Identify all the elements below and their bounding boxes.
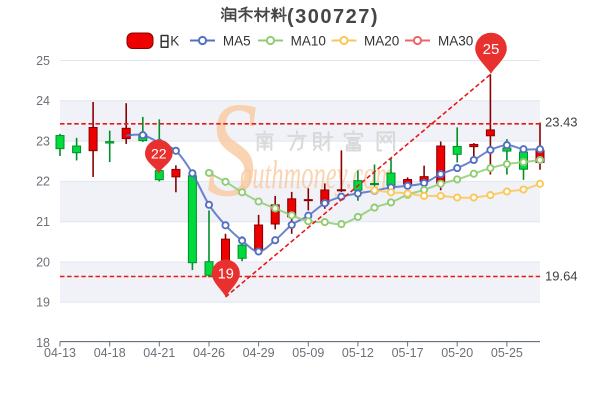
svg-text:19.64: 19.64 bbox=[545, 269, 578, 284]
svg-text:25: 25 bbox=[483, 41, 500, 58]
svg-text:MA5: MA5 bbox=[223, 34, 251, 49]
svg-text:22: 22 bbox=[36, 175, 50, 189]
svg-text:04-21: 04-21 bbox=[143, 346, 175, 360]
svg-text:05-12: 05-12 bbox=[342, 346, 374, 360]
svg-text:04-13: 04-13 bbox=[44, 346, 76, 360]
svg-text:04-26: 04-26 bbox=[193, 346, 225, 360]
svg-text:MA10: MA10 bbox=[291, 34, 326, 49]
svg-text:MA30: MA30 bbox=[438, 34, 473, 49]
svg-text:outhmoney.com: outhmoney.com bbox=[240, 152, 393, 197]
svg-text:S: S bbox=[207, 73, 257, 224]
svg-text:19: 19 bbox=[218, 267, 234, 283]
svg-text:21: 21 bbox=[36, 215, 50, 229]
svg-text:05-17: 05-17 bbox=[392, 346, 424, 360]
svg-text:23.43: 23.43 bbox=[545, 115, 578, 130]
svg-text:18: 18 bbox=[36, 336, 50, 350]
svg-text:23: 23 bbox=[36, 134, 50, 148]
svg-text:(300727): (300727) bbox=[287, 6, 379, 28]
svg-text:24: 24 bbox=[36, 94, 50, 108]
svg-text:04-29: 04-29 bbox=[243, 346, 275, 360]
svg-text:05-09: 05-09 bbox=[292, 346, 324, 360]
svg-text:25: 25 bbox=[36, 54, 50, 68]
svg-text:05-20: 05-20 bbox=[441, 346, 473, 360]
svg-text:05-25: 05-25 bbox=[491, 346, 523, 360]
svg-text:20: 20 bbox=[36, 255, 50, 269]
svg-text:19: 19 bbox=[36, 296, 50, 310]
svg-text:K: K bbox=[170, 34, 179, 49]
svg-text:04-18: 04-18 bbox=[94, 346, 126, 360]
svg-text:MA20: MA20 bbox=[364, 34, 399, 49]
svg-text:22: 22 bbox=[151, 146, 167, 162]
